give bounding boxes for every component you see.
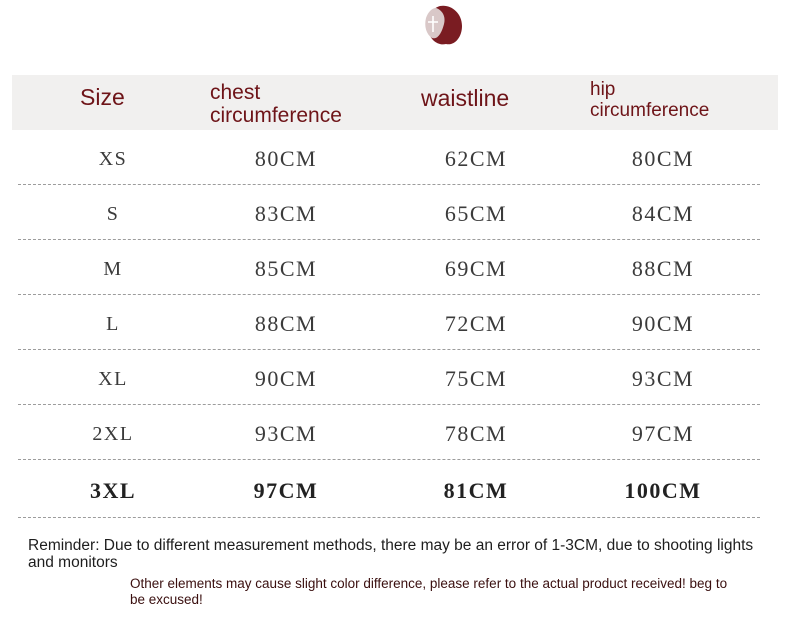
cell-hip: 80CM	[631, 146, 695, 171]
cell-size: 2XL	[92, 423, 134, 445]
cell-waist: 75CM	[444, 366, 508, 391]
cell-hip: 100CM	[624, 478, 702, 503]
header-waist: waistline	[421, 85, 510, 111]
cell-size: L	[106, 313, 120, 335]
cell-size: XL	[98, 368, 128, 390]
brand-logo	[425, 5, 462, 45]
size-table-body: XS 80CM 62CM 80CM S 83CM 65CM 84CM M 85C…	[18, 130, 760, 518]
cell-waist: 81CM	[443, 478, 509, 503]
header-hip: hip circumference	[590, 79, 709, 121]
cell-size: M	[103, 258, 123, 280]
cell-waist: 78CM	[444, 421, 508, 446]
header-size: Size	[80, 84, 125, 110]
cell-waist: 62CM	[444, 146, 508, 171]
table-row: S 83CM 65CM 84CM	[18, 185, 760, 240]
reminder-note: Reminder: Due to different measurement m…	[28, 537, 754, 571]
cell-hip: 97CM	[631, 421, 695, 446]
header-chest-line1: chest	[210, 81, 261, 104]
table-header: Size chest circumference waistline hip c…	[12, 75, 778, 130]
cell-size: XS	[98, 148, 128, 170]
cell-chest: 97CM	[253, 478, 319, 503]
table-row: XS 80CM 62CM 80CM	[18, 130, 760, 185]
color-note: Other elements may cause slight color di…	[130, 576, 728, 607]
cell-waist: 69CM	[444, 256, 508, 281]
table-row: M 85CM 69CM 88CM	[18, 240, 760, 295]
table-row: L 88CM 72CM 90CM	[18, 295, 760, 350]
cell-chest: 90CM	[254, 366, 318, 391]
table-row: 3XL 97CM 81CM 100CM	[18, 460, 760, 518]
header-hip-line1: hip	[590, 79, 616, 100]
cell-waist: 65CM	[444, 201, 508, 226]
cell-waist: 72CM	[444, 311, 508, 336]
cell-hip: 90CM	[631, 311, 695, 336]
cell-chest: 88CM	[254, 311, 318, 336]
cell-hip: 84CM	[631, 201, 695, 226]
header-chest: chest circumference	[210, 81, 342, 127]
table-row: XL 90CM 75CM 93CM	[18, 350, 760, 405]
header-hip-line2: circumference	[590, 100, 710, 121]
cell-size: S	[106, 203, 120, 225]
cell-chest: 85CM	[254, 256, 318, 281]
cell-chest: 83CM	[254, 201, 318, 226]
header-chest-line2: circumference	[210, 104, 342, 127]
cell-hip: 88CM	[631, 256, 695, 281]
cell-hip: 93CM	[631, 366, 695, 391]
cell-chest: 80CM	[254, 146, 318, 171]
table-row: 2XL 93CM 78CM 97CM	[18, 405, 760, 460]
cell-size: 3XL	[89, 478, 137, 503]
cell-chest: 93CM	[254, 421, 318, 446]
